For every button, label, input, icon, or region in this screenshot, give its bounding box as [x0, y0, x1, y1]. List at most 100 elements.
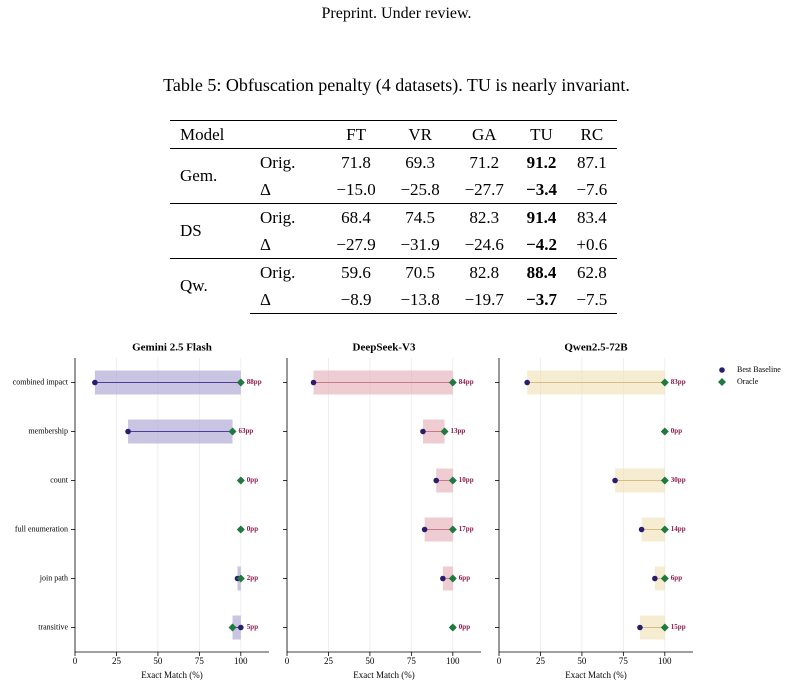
- row-label: Orig.: [250, 258, 324, 286]
- gap-label: 15pp: [671, 623, 686, 631]
- x-axis-label: Exact Match (%): [565, 670, 626, 680]
- x-tick-label: 50: [153, 656, 163, 666]
- table-cell: −27.9: [336, 234, 376, 254]
- results-table: Model FT VR GA TU RC Gem. Orig. 71.8 69.3 71.2 91.2…: [170, 120, 617, 314]
- gap-label: 10pp: [459, 476, 474, 484]
- baseline-marker: [433, 477, 440, 484]
- gap-label: 6pp: [671, 574, 682, 582]
- panel-title: Gemini 2.5 Flash: [132, 342, 212, 354]
- table-row: Gem. Orig. 71.8 69.3 71.2 91.2 87.1: [170, 148, 617, 204]
- baseline-marker: [310, 379, 317, 386]
- gap-label: 0pp: [459, 623, 470, 631]
- x-tick-label: 75: [407, 656, 417, 666]
- gap-label: 14pp: [671, 525, 686, 533]
- table-cell: −19.7: [452, 286, 517, 314]
- x-tick-label: 0: [73, 656, 78, 666]
- y-tick-label: full enumeration: [15, 524, 68, 533]
- table-cell: 69.3: [388, 148, 453, 176]
- oracle-marker: [448, 525, 457, 534]
- table-cell: +0.6: [576, 234, 608, 254]
- table-cell: −7.5: [566, 286, 617, 314]
- gap-label: 84pp: [459, 378, 474, 386]
- baseline-marker: [652, 575, 658, 582]
- baseline-marker: [238, 624, 244, 631]
- legend-label: Oracle: [737, 377, 759, 386]
- table-caption: Table 5: Obfuscation penalty (4 datasets…: [163, 75, 630, 95]
- gap-label: 17pp: [459, 525, 474, 533]
- table-cell: 74.5: [388, 203, 453, 231]
- table-cell: −31.9: [400, 234, 440, 254]
- table-cell: −3.4: [526, 179, 557, 199]
- oracle-marker: [660, 525, 669, 534]
- table-cell: −8.9: [324, 286, 389, 314]
- column-header: FT: [324, 120, 389, 149]
- model-name: Qw.: [170, 258, 250, 314]
- x-tick-label: 25: [536, 656, 546, 666]
- table-cell: 62.8: [566, 258, 617, 286]
- table-cell: 82.3: [452, 203, 517, 231]
- gap-label: 88pp: [247, 378, 262, 386]
- table-cell: −7.6: [576, 179, 608, 199]
- table-cell: −13.8: [388, 286, 453, 314]
- baseline-marker: [421, 526, 428, 533]
- oracle-marker: [448, 623, 457, 632]
- table-cell: 59.6: [324, 258, 389, 286]
- table-row: DS Orig. 68.4 74.5 82.3 91.4 83.4: [170, 203, 617, 259]
- oracle-marker: [440, 427, 449, 436]
- baseline-marker: [638, 526, 645, 533]
- y-tick-label: join path: [39, 573, 68, 582]
- oracle-marker: [228, 427, 237, 436]
- baseline-marker: [637, 624, 643, 631]
- x-tick-label: 25: [112, 656, 122, 666]
- oracle-marker: [236, 574, 245, 583]
- header-row: Model FT VR GA TU RC: [170, 120, 617, 149]
- x-tick-label: 0: [497, 656, 502, 666]
- model-name: Gem.: [170, 148, 250, 204]
- column-header: VR: [388, 120, 453, 149]
- legend-label: Best Baseline: [737, 365, 781, 374]
- oracle-marker: [236, 378, 245, 387]
- running-header: Preprint. Under review.: [321, 5, 472, 22]
- table-cell: 83.4: [566, 203, 617, 231]
- oracle-marker: [660, 574, 669, 583]
- baseline-marker: [92, 379, 98, 386]
- oracle-marker: [448, 378, 457, 387]
- oracle-marker: [236, 476, 245, 485]
- panel-title: DeepSeek-V3: [353, 342, 416, 354]
- column-header: TU: [516, 120, 567, 149]
- oracle-marker: [448, 476, 457, 485]
- row-label: Orig.: [250, 148, 324, 176]
- table-row: Δ −8.9 −13.8 −19.7 −3.7 −7.5: [170, 286, 617, 314]
- oracle-marker: [660, 623, 669, 632]
- row-label: Δ: [260, 179, 271, 199]
- table-cell: −27.7: [464, 179, 504, 199]
- y-tick-label: combined impact: [13, 377, 69, 386]
- x-axis-label: Exact Match (%): [141, 670, 202, 680]
- baseline-marker: [440, 575, 446, 582]
- oracle-marker: [660, 476, 669, 485]
- legend-marker: [719, 367, 725, 373]
- gap-label: 63pp: [239, 427, 254, 435]
- model-name: DS: [170, 203, 250, 259]
- table-row: Δ −27.9 −31.9 −24.6 −4.2 +0.6: [170, 231, 617, 259]
- x-tick-label: 100: [658, 656, 672, 666]
- column-header: RC: [566, 120, 617, 149]
- baseline-marker: [125, 428, 131, 435]
- row-label: Orig.: [250, 203, 324, 231]
- baseline-marker: [612, 477, 618, 484]
- oracle-marker: [660, 427, 669, 436]
- row-label: Δ: [250, 286, 324, 314]
- table-cell: 71.8: [324, 148, 389, 176]
- table-cell: 68.4: [324, 203, 389, 231]
- x-tick-label: 100: [446, 656, 460, 666]
- x-tick-label: 0: [285, 656, 290, 666]
- table-cell: −24.6: [464, 234, 504, 254]
- column-header: Model: [170, 120, 324, 149]
- gap-label: 0pp: [671, 427, 682, 435]
- table-cell: −4.2: [526, 234, 557, 254]
- x-tick-label: 50: [365, 656, 375, 666]
- table-cell: 82.8: [452, 258, 517, 286]
- legend-marker: [718, 378, 726, 386]
- y-tick-label: transitive: [38, 622, 68, 631]
